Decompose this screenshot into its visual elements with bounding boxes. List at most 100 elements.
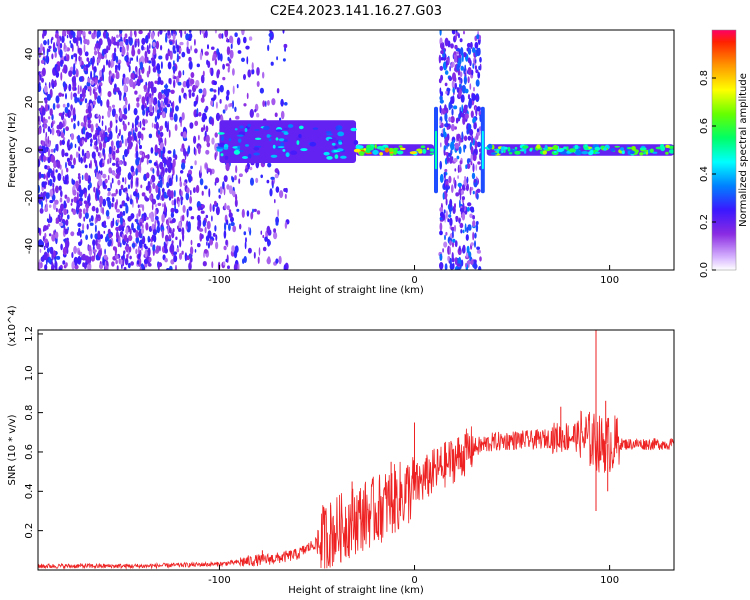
noise-blob [62, 111, 65, 116]
noise-blob [231, 190, 235, 196]
noise-blob [266, 257, 271, 265]
noise-blob [134, 80, 137, 85]
noise-blob [458, 138, 461, 147]
signal-blob [331, 142, 336, 146]
noise-blob [107, 158, 110, 165]
noise-blob [445, 90, 448, 95]
noise-blob [219, 99, 222, 104]
signal-blob [350, 127, 357, 132]
signal-blob [290, 150, 298, 155]
noise-blob [138, 30, 143, 35]
signal-blob [309, 141, 317, 147]
noise-blob [40, 173, 44, 178]
noise-blob [474, 65, 477, 70]
noise-blob [145, 35, 149, 44]
noise-blob [94, 92, 97, 101]
noise-blob [98, 85, 102, 94]
noise-blob [139, 120, 142, 129]
noise-blob [190, 45, 193, 51]
noise-blob [178, 228, 182, 232]
noise-blob [453, 51, 457, 55]
noise-blob [440, 142, 442, 148]
noise-blob [214, 225, 217, 232]
noise-blob [44, 103, 49, 112]
noise-blob [181, 162, 186, 170]
noise-blob [48, 213, 51, 222]
noise-blob [65, 219, 69, 226]
noise-blob [196, 108, 199, 115]
noise-blob [129, 131, 132, 135]
noise-blob [229, 49, 234, 59]
y-tick-label: 0.6 [24, 444, 35, 460]
signal-blob [283, 139, 288, 142]
noise-blob [104, 248, 106, 255]
noise-blob [122, 210, 126, 216]
noise-blob [73, 157, 76, 166]
noise-blob [266, 179, 270, 184]
noise-blob [274, 173, 279, 179]
noise-blob [214, 200, 217, 206]
noise-blob [107, 187, 111, 192]
signal-blob [248, 153, 252, 159]
noise-blob [238, 178, 241, 184]
noise-blob [56, 255, 61, 260]
noise-blob [69, 40, 72, 44]
noise-blob [450, 43, 454, 49]
noise-blob [230, 43, 233, 49]
noise-blob [63, 208, 68, 215]
noise-blob [476, 141, 482, 148]
noise-blob [443, 127, 446, 137]
noise-blob [200, 165, 202, 174]
noise-blob [70, 202, 73, 206]
noise-blob [102, 162, 105, 167]
noise-blob [167, 220, 170, 226]
noise-blob [262, 71, 265, 79]
signal-blob [217, 132, 225, 135]
noise-blob [112, 153, 116, 161]
signal-blob [263, 125, 270, 131]
noise-blob [470, 259, 474, 265]
noise-blob [210, 100, 214, 107]
noise-blob [186, 79, 190, 89]
noise-blob [99, 203, 102, 208]
noise-blob [56, 143, 59, 152]
noise-blob [89, 99, 92, 104]
noise-blob [478, 65, 481, 71]
noise-blob [454, 67, 457, 72]
noise-blob [123, 161, 127, 167]
noise-blob [157, 91, 163, 101]
noise-blob [87, 262, 92, 270]
noise-blob [68, 70, 73, 76]
noise-blob [105, 236, 108, 243]
noise-blob [162, 176, 165, 185]
noise-blob [188, 173, 192, 183]
noise-blob [469, 83, 472, 90]
signal-blob [328, 138, 334, 142]
noise-blob [262, 246, 267, 252]
noise-blob [439, 222, 443, 232]
signal-blob [245, 144, 249, 147]
noise-blob [161, 188, 165, 193]
noise-blob [46, 54, 48, 64]
snr-frame [37, 329, 675, 571]
noise-blob [193, 146, 196, 155]
noise-blob [456, 86, 460, 93]
noise-blob [146, 70, 150, 78]
noise-blob [262, 100, 266, 107]
noise-blob [96, 84, 99, 90]
noise-blob [205, 134, 210, 144]
spectrogram-xlabel: Height of straight line (km) [288, 285, 424, 296]
noise-blob [110, 140, 114, 148]
noise-blob [229, 102, 233, 107]
noise-blob [56, 129, 60, 134]
noise-blob [76, 231, 81, 236]
noise-blob [42, 155, 47, 163]
noise-blob [157, 31, 160, 37]
noise-blob [66, 140, 70, 149]
noise-blob [457, 182, 462, 188]
noise-blob [70, 133, 75, 141]
noise-blob [154, 209, 157, 219]
noise-blob [217, 86, 220, 96]
noise-blob [463, 30, 465, 35]
noise-blob [77, 120, 80, 127]
